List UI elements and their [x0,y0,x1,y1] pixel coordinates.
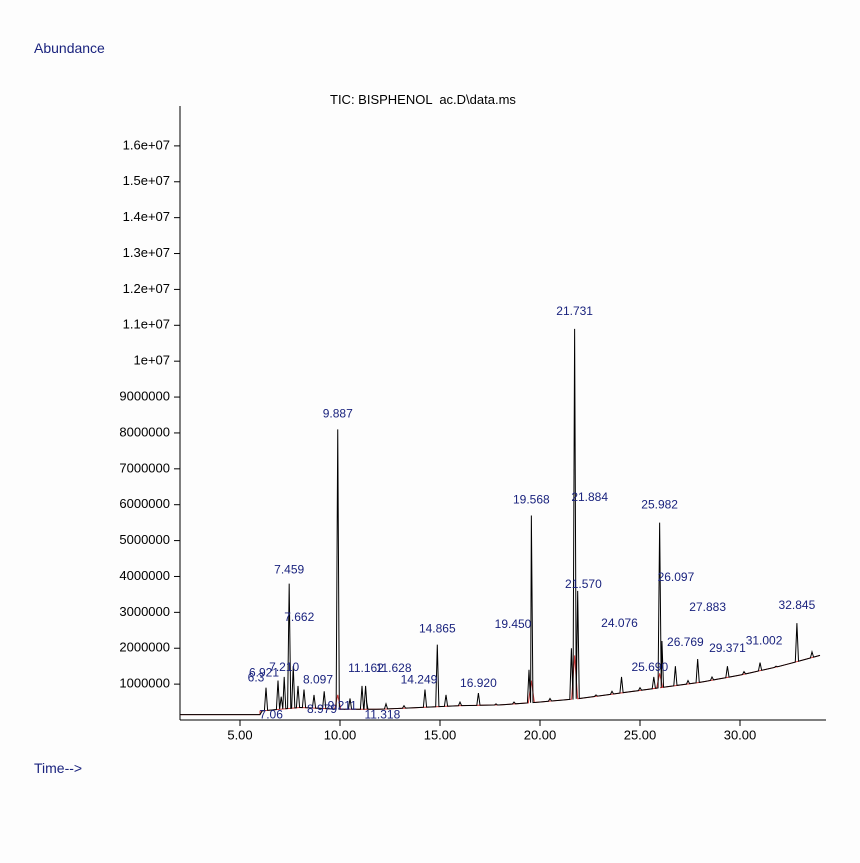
x-tick-label: 20.00 [524,728,557,743]
y-tick-label: 1e+07 [133,353,170,368]
peak-label: 26.769 [667,635,704,649]
peak-label: 19.568 [513,492,550,506]
peak-label: 21.570 [565,577,602,591]
peak-label: 19.450 [495,617,532,631]
peak-label: 11.318 [364,707,400,721]
x-tick-label: 5.00 [227,728,252,743]
y-tick-label: 8000000 [119,424,170,439]
y-tick-label: 1.5e+07 [123,173,170,188]
y-tick-label: 1.2e+07 [123,281,170,296]
peak-label: 26.097 [658,570,695,584]
peak-label: 9.211 [328,698,357,712]
y-tick-label: 1.6e+07 [123,137,170,152]
peak-label: 27.883 [689,600,726,614]
x-tick-label: 30.00 [724,728,757,743]
y-tick-label: 3000000 [119,604,170,619]
peak-label: 24.076 [601,616,638,630]
tic-trace [180,329,820,715]
peak-label: 21.731 [556,304,593,318]
peak-label: 7.210 [269,660,299,674]
y-tick-label: 7000000 [119,460,170,475]
y-tick-label: 1000000 [119,676,170,691]
peak-label: 25.982 [641,498,678,512]
peak-label: 21.884 [571,490,608,504]
y-tick-label: 6000000 [119,496,170,511]
y-tick-label: 1.3e+07 [123,245,170,260]
peak-label: 32.845 [779,598,816,612]
peak-label: 7.06 [260,708,284,722]
x-tick-label: 25.00 [624,728,657,743]
x-tick-label: 15.00 [424,728,457,743]
y-tick-label: 5000000 [119,532,170,547]
y-tick-label: 9000000 [119,388,170,403]
peak-label: 25.690 [631,660,668,674]
x-tick-label: 10.00 [324,728,357,743]
peak-label: 14.865 [419,622,456,636]
y-tick-label: 1.1e+07 [123,317,170,332]
peak-label: 7.662 [284,610,314,624]
peak-label: 9.887 [323,406,353,420]
y-tick-label: 4000000 [119,568,170,583]
peak-label: 31.002 [746,634,783,648]
y-tick-label: 1.4e+07 [123,209,170,224]
peak-label: 16.920 [460,676,497,690]
chromatogram-chart: 1000000 2000000 3000000 4000000 5000000 60000… [0,0,860,863]
peak-label: 29.371 [709,641,746,655]
y-tick-label: 2000000 [119,640,170,655]
peak-label: 8.097 [303,673,333,687]
peak-label: 7.459 [274,563,304,577]
peak-label: 14.249 [401,673,438,687]
